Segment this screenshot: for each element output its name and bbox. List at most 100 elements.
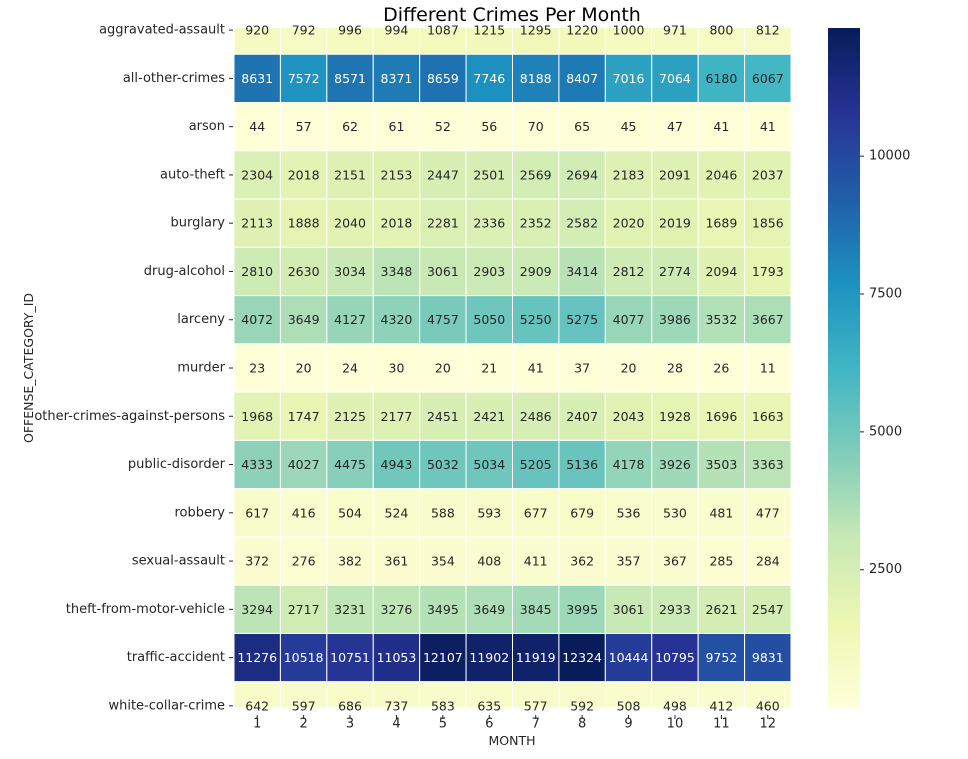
cell-value-label: 498 xyxy=(663,698,687,713)
heatmap-cell xyxy=(465,150,514,200)
y-tick-label: murder xyxy=(177,361,225,376)
cell-value-label: 3995 xyxy=(566,602,598,617)
cell-value-label: 3503 xyxy=(705,457,737,472)
heatmap-cell xyxy=(651,246,699,297)
heatmap-cell xyxy=(279,53,328,104)
cell-value-label: 7016 xyxy=(613,71,645,86)
heatmap-cell xyxy=(465,198,514,248)
heatmap-cell xyxy=(604,150,653,200)
heatmap-cell xyxy=(651,150,699,200)
heatmap-cell xyxy=(744,343,791,393)
cell-value-label: 1215 xyxy=(473,23,505,38)
x-tick-label: 12 xyxy=(760,717,777,732)
cell-value-label: 597 xyxy=(292,698,316,713)
cell-value-label: 642 xyxy=(245,698,269,713)
colorbar-tick-label: 10000 xyxy=(869,149,910,164)
cell-value-label: 1968 xyxy=(241,409,273,424)
cell-value-label: 3986 xyxy=(659,312,691,327)
cell-value-label: 481 xyxy=(709,505,733,520)
heatmap-cell xyxy=(372,198,421,248)
heatmap-cell xyxy=(558,53,606,104)
cell-value-label: 4027 xyxy=(288,457,320,472)
cell-value-label: 2183 xyxy=(613,167,645,182)
cell-value-label: 10795 xyxy=(655,650,695,665)
cell-value-label: 2582 xyxy=(566,216,598,231)
cell-value-label: 2304 xyxy=(241,167,273,182)
heatmap-cell xyxy=(651,536,699,586)
heatmap-cell xyxy=(558,584,606,634)
cell-value-label: 4757 xyxy=(427,312,459,327)
x-tick-label: 2 xyxy=(299,717,307,732)
cell-value-label: 4475 xyxy=(334,457,366,472)
heatmap-cell xyxy=(234,391,281,441)
cell-value-label: 460 xyxy=(756,698,780,713)
heatmap-cell xyxy=(697,584,746,634)
heatmap-cell xyxy=(234,488,281,538)
heatmap-cell xyxy=(326,632,374,683)
cell-value-label: 792 xyxy=(292,23,316,38)
x-tick-label: 1 xyxy=(253,717,261,732)
cell-value-label: 21 xyxy=(481,361,497,376)
heatmap-cell xyxy=(558,536,606,586)
heatmap-cell xyxy=(372,391,421,441)
heatmap-cell xyxy=(558,246,606,297)
y-tick-label: theft-from-motor-vehicle xyxy=(66,602,225,617)
cell-value-label: 416 xyxy=(292,505,316,520)
heatmap-cell xyxy=(372,28,421,55)
cell-value-label: 2621 xyxy=(705,602,737,617)
cell-value-label: 10751 xyxy=(330,650,370,665)
cell-value-label: 508 xyxy=(617,698,641,713)
cell-value-label: 2153 xyxy=(381,167,413,182)
heatmap-cell xyxy=(326,150,374,200)
y-tick-label: all-other-crimes xyxy=(123,71,225,86)
cell-value-label: 3649 xyxy=(288,312,320,327)
y-tick-label: arson xyxy=(189,119,225,134)
heatmap-cell xyxy=(697,102,746,152)
cell-value-label: 285 xyxy=(709,554,733,569)
cell-value-label: 588 xyxy=(431,505,455,520)
heatmap-cell xyxy=(465,439,514,490)
heatmap-cell xyxy=(651,488,699,538)
heatmap-cell xyxy=(279,198,328,248)
heatmap-cell xyxy=(744,295,791,345)
heatmap-cell xyxy=(744,28,791,55)
heatmap-cell xyxy=(512,439,560,490)
cell-value-label: 276 xyxy=(292,554,316,569)
cell-value-label: 2352 xyxy=(520,216,552,231)
cell-value-label: 20 xyxy=(621,361,637,376)
cell-value-label: 11276 xyxy=(237,650,277,665)
x-tick-label: 10 xyxy=(667,717,684,732)
cell-value-label: 2151 xyxy=(334,167,366,182)
y-tick-label: white-collar-crime xyxy=(108,698,225,713)
heatmap-cell xyxy=(604,343,653,393)
cell-value-label: 2909 xyxy=(520,264,552,279)
cell-value-label: 737 xyxy=(385,698,409,713)
y-tick-label: other-crimes-against-persons xyxy=(34,409,225,424)
colorbar-ticks: 2500 5000 7500 10000 xyxy=(860,149,910,577)
cell-value-label: 56 xyxy=(481,119,497,134)
cell-value-label: 3414 xyxy=(566,264,598,279)
heatmap-cells xyxy=(234,28,791,707)
heatmap-cell xyxy=(419,102,467,152)
heatmap-cell xyxy=(234,53,281,104)
heatmap-cell xyxy=(465,632,514,683)
cell-value-label: 800 xyxy=(709,23,733,38)
heatmap-cell xyxy=(651,439,699,490)
cell-value-label: 7746 xyxy=(473,71,505,86)
heatmap-cell xyxy=(651,53,699,104)
cell-value-label: 4178 xyxy=(613,457,645,472)
cell-value-label: 2486 xyxy=(520,409,552,424)
heatmap-cell xyxy=(234,681,281,707)
cell-value-label: 3276 xyxy=(381,602,413,617)
cell-value-label: 1888 xyxy=(288,216,320,231)
cell-value-label: 2717 xyxy=(288,602,320,617)
cell-value-label: 3348 xyxy=(381,264,413,279)
cell-value-label: 679 xyxy=(570,505,594,520)
heatmap-cell xyxy=(604,536,653,586)
cell-value-label: 20 xyxy=(296,361,312,376)
heatmap-cell xyxy=(697,439,746,490)
cell-value-label: 11053 xyxy=(377,650,417,665)
cell-value-label: 362 xyxy=(570,554,594,569)
x-tick-label: 4 xyxy=(392,717,400,732)
